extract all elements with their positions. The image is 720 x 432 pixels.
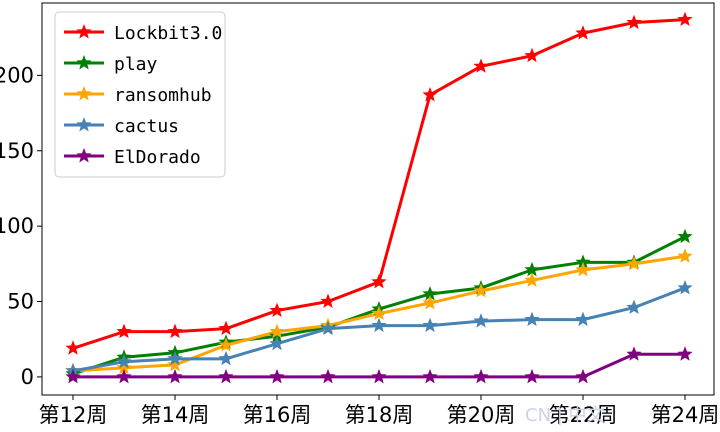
legend-marker <box>76 55 92 70</box>
data-point <box>524 261 540 277</box>
data-point <box>269 328 285 343</box>
data-point <box>167 356 183 372</box>
x-tick-label: 第20周 <box>447 403 516 427</box>
data-point <box>116 323 132 339</box>
data-point <box>422 86 438 102</box>
x-tick-label: 第22周 <box>549 403 618 427</box>
legend-marker <box>76 24 92 39</box>
y-tick-label: 150 <box>0 139 34 163</box>
y-axis: 0 50 100 150 200 <box>0 63 42 389</box>
x-axis: 第12周 第14周 第16周 第18周 第20周 第22周 第24周 <box>39 395 720 427</box>
data-point <box>422 295 438 310</box>
watermark: CN | 中文 <box>525 405 605 426</box>
legend-marker <box>76 148 92 163</box>
data-point <box>575 368 591 384</box>
legend-marker <box>76 117 92 132</box>
data-point <box>320 320 336 336</box>
legend-label: Lockbit3.0 <box>114 23 222 44</box>
x-tick-label: 第14周 <box>141 403 210 427</box>
data-point <box>473 368 489 384</box>
data-point <box>524 47 540 63</box>
data-point <box>473 313 489 328</box>
data-point <box>371 368 387 384</box>
data-point <box>626 255 642 271</box>
y-tick-label: 100 <box>0 214 34 238</box>
data-point <box>524 272 540 287</box>
data-point <box>473 58 489 73</box>
data-point <box>677 279 693 295</box>
data-point <box>473 282 489 298</box>
series-markers <box>65 11 693 384</box>
data-point <box>524 311 540 327</box>
data-point <box>167 368 183 384</box>
legend-marker <box>76 86 92 101</box>
y-tick-label: 0 <box>21 365 34 389</box>
data-point <box>269 302 285 318</box>
legend: Lockbit3.0 play ransomhub cactus ElDorado <box>54 11 226 178</box>
data-point <box>269 335 285 351</box>
data-point <box>371 317 387 333</box>
data-point <box>524 368 540 384</box>
data-point <box>626 299 642 315</box>
data-point <box>626 14 642 30</box>
data-point <box>422 317 438 333</box>
data-point <box>269 368 285 384</box>
x-tick-label: 第24周 <box>651 403 720 427</box>
data-point <box>218 337 234 352</box>
data-point <box>116 359 132 375</box>
legend-box <box>54 11 226 178</box>
data-point <box>116 368 132 384</box>
data-point <box>575 254 591 269</box>
data-point <box>218 320 234 336</box>
data-point <box>371 273 387 289</box>
data-point <box>575 25 591 40</box>
data-point <box>167 350 183 366</box>
x-tick-label: 第18周 <box>345 403 414 427</box>
data-point <box>677 346 693 361</box>
data-point <box>65 340 81 355</box>
data-point <box>677 11 693 27</box>
x-tick-label: 第12周 <box>39 403 108 427</box>
legend-label: ransomhub <box>114 85 212 106</box>
data-point <box>65 368 81 384</box>
y-tick-label: 200 <box>0 63 34 87</box>
data-point <box>575 261 591 277</box>
legend-label: ElDorado <box>114 147 201 168</box>
data-point <box>320 368 336 384</box>
data-point <box>677 248 693 263</box>
data-point <box>422 285 438 301</box>
data-point <box>422 368 438 384</box>
x-tick-label: 第16周 <box>243 403 312 427</box>
data-point <box>575 311 591 327</box>
data-point <box>116 353 132 369</box>
data-point <box>218 368 234 384</box>
data-point <box>320 293 336 308</box>
data-point <box>167 323 183 339</box>
legend-label: cactus <box>114 116 179 137</box>
data-point <box>371 305 387 321</box>
legend-label: play <box>114 54 158 75</box>
data-point <box>218 350 234 366</box>
y-tick-label: 50 <box>7 290 34 314</box>
data-point <box>626 346 642 361</box>
data-point <box>269 323 285 339</box>
data-point <box>677 228 693 244</box>
